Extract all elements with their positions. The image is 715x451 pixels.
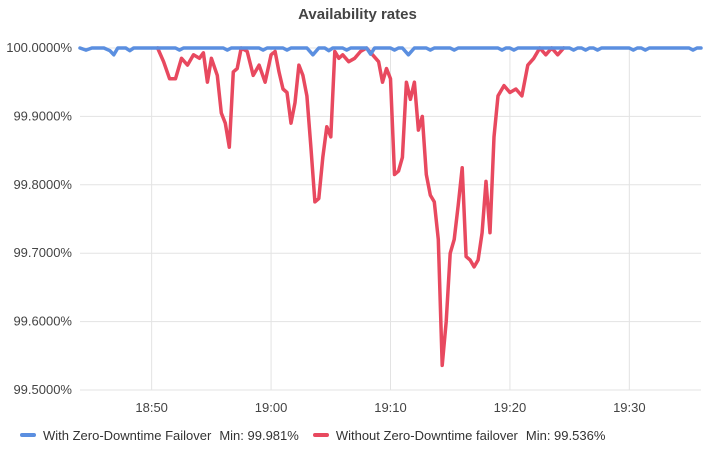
y-tick-label: 99.6000% bbox=[13, 314, 72, 329]
x-tick-label: 19:10 bbox=[374, 400, 407, 415]
legend-item-without-failover[interactable]: Without Zero-Downtime failover Min: 99.5… bbox=[312, 427, 606, 443]
x-tick-label: 19:30 bbox=[613, 400, 646, 415]
legend-item-with-failover[interactable]: With Zero-Downtime Failover Min: 99.981% bbox=[20, 428, 299, 443]
legend-min-without-failover: Min: 99.536% bbox=[525, 427, 606, 443]
x-tick-label: 19:20 bbox=[494, 400, 527, 415]
series-line-without-failover bbox=[155, 46, 566, 368]
y-tick-label: 99.5000% bbox=[13, 382, 72, 397]
x-tick-label: 19:00 bbox=[255, 400, 288, 415]
x-tick-label: 18:50 bbox=[135, 400, 168, 415]
legend-swatch-blue bbox=[20, 433, 36, 437]
y-tick-label: 99.9000% bbox=[13, 108, 72, 123]
y-tick-label: 100.0000% bbox=[6, 40, 72, 55]
legend-label-without-failover: Without Zero-Downtime failover bbox=[335, 427, 518, 443]
chart-legend: With Zero-Downtime Failover Min: 99.981%… bbox=[20, 425, 619, 445]
chart-title: Availability rates bbox=[298, 6, 417, 23]
legend-min-with-failover: Min: 99.981% bbox=[219, 427, 299, 443]
series-line-with-failover bbox=[78, 46, 703, 57]
legend-label-with-failover: With Zero-Downtime Failover bbox=[43, 427, 212, 443]
y-tick-label: 99.8000% bbox=[13, 177, 72, 192]
legend-swatch-red bbox=[312, 433, 329, 437]
y-tick-label: 99.7000% bbox=[13, 245, 72, 260]
